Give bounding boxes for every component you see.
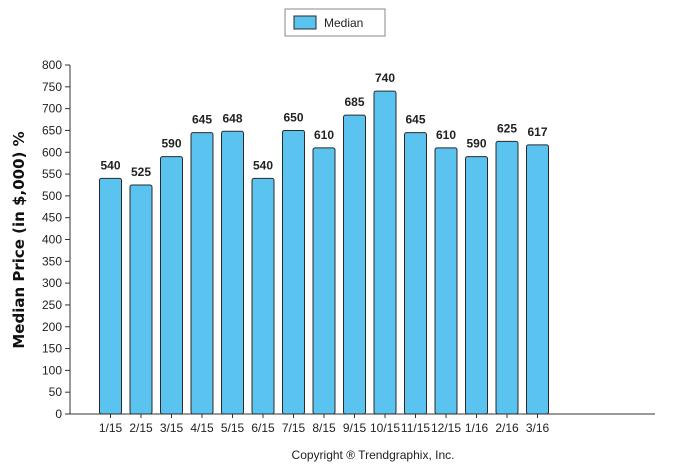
bar-7-15 (282, 129, 305, 415)
bar-10-15 (373, 90, 397, 415)
copyright-text: Copyright ® Trendgraphix, Inc. (292, 448, 455, 462)
y-tick-label: 250 (42, 298, 62, 312)
y-tick-label: 600 (42, 145, 62, 159)
x-tick-label: 12/15 (431, 421, 461, 435)
data-label: 645 (192, 113, 212, 127)
x-tick-label: 7/15 (282, 421, 306, 435)
x-tick-label: 2/15 (129, 421, 153, 435)
data-label: 645 (405, 113, 425, 127)
legend-label: Median (324, 16, 363, 30)
data-label: 610 (436, 128, 456, 142)
x-tick-label: 9/15 (343, 421, 367, 435)
x-tick-label: 8/15 (312, 421, 336, 435)
y-tick-label: 800 (42, 58, 62, 72)
x-tick-label: 3/15 (160, 421, 184, 435)
x-tick-label: 1/15 (99, 421, 123, 435)
legend-swatch (293, 15, 317, 30)
x-tick-label: 1/16 (465, 421, 489, 435)
x-tick-label: 5/15 (221, 421, 245, 435)
bar-8-15 (312, 147, 336, 415)
y-tick-label: 450 (42, 211, 62, 225)
bar-6-15 (251, 177, 275, 415)
y-tick-label: 0 (55, 407, 62, 421)
data-label: 590 (161, 137, 181, 151)
x-tick-label: 2/16 (495, 421, 519, 435)
y-tick-label: 150 (42, 342, 62, 356)
y-tick-label: 500 (42, 189, 62, 203)
y-tick-label: 350 (42, 254, 62, 268)
bar-2-16 (495, 140, 519, 415)
data-label: 648 (222, 111, 242, 125)
y-tick-label: 700 (42, 102, 62, 116)
x-tick-label: 10/15 (370, 421, 400, 435)
data-label: 625 (497, 121, 517, 135)
bar-9-15 (343, 114, 366, 415)
bar-1-15 (99, 177, 122, 415)
data-label: 610 (314, 128, 334, 142)
y-tick-label: 100 (42, 363, 62, 377)
x-tick-label: 4/15 (190, 421, 214, 435)
x-tick-label: 11/15 (401, 421, 430, 435)
data-label: 617 (527, 125, 547, 139)
bar-4-15 (190, 132, 214, 415)
x-tick-label: 6/15 (251, 421, 275, 435)
bar-1-16 (465, 156, 488, 415)
data-label: 685 (344, 95, 364, 109)
data-label: 540 (253, 158, 273, 172)
y-tick-label: 300 (42, 276, 62, 290)
y-tick-label: 200 (42, 320, 62, 334)
data-label: 525 (131, 165, 151, 179)
y-axis-label: Median Price (in $,000) % (10, 131, 28, 348)
bar-3-15 (160, 156, 183, 415)
y-tick-label: 550 (42, 167, 62, 181)
bar-11-15 (404, 132, 427, 415)
bar-2-15 (129, 184, 153, 415)
data-labels: 540 525 590 645 648 540 650 610 685 740 645 610 590 6… (100, 71, 547, 179)
y-tick-label: 750 (42, 80, 62, 94)
y-tick-label: 650 (42, 123, 62, 137)
y-tick-label: 400 (42, 233, 62, 247)
bar-12-15 (434, 147, 458, 415)
x-tick-label: 3/16 (526, 421, 550, 435)
y-tick-label: 50 (49, 385, 63, 399)
legend: Median (284, 8, 386, 37)
bars (99, 90, 549, 415)
bar-3-16 (526, 144, 549, 415)
data-label: 650 (283, 110, 303, 124)
data-label: 540 (100, 158, 120, 172)
data-label: 740 (375, 71, 395, 85)
bar-5-15 (221, 130, 244, 415)
data-label: 590 (466, 137, 486, 151)
